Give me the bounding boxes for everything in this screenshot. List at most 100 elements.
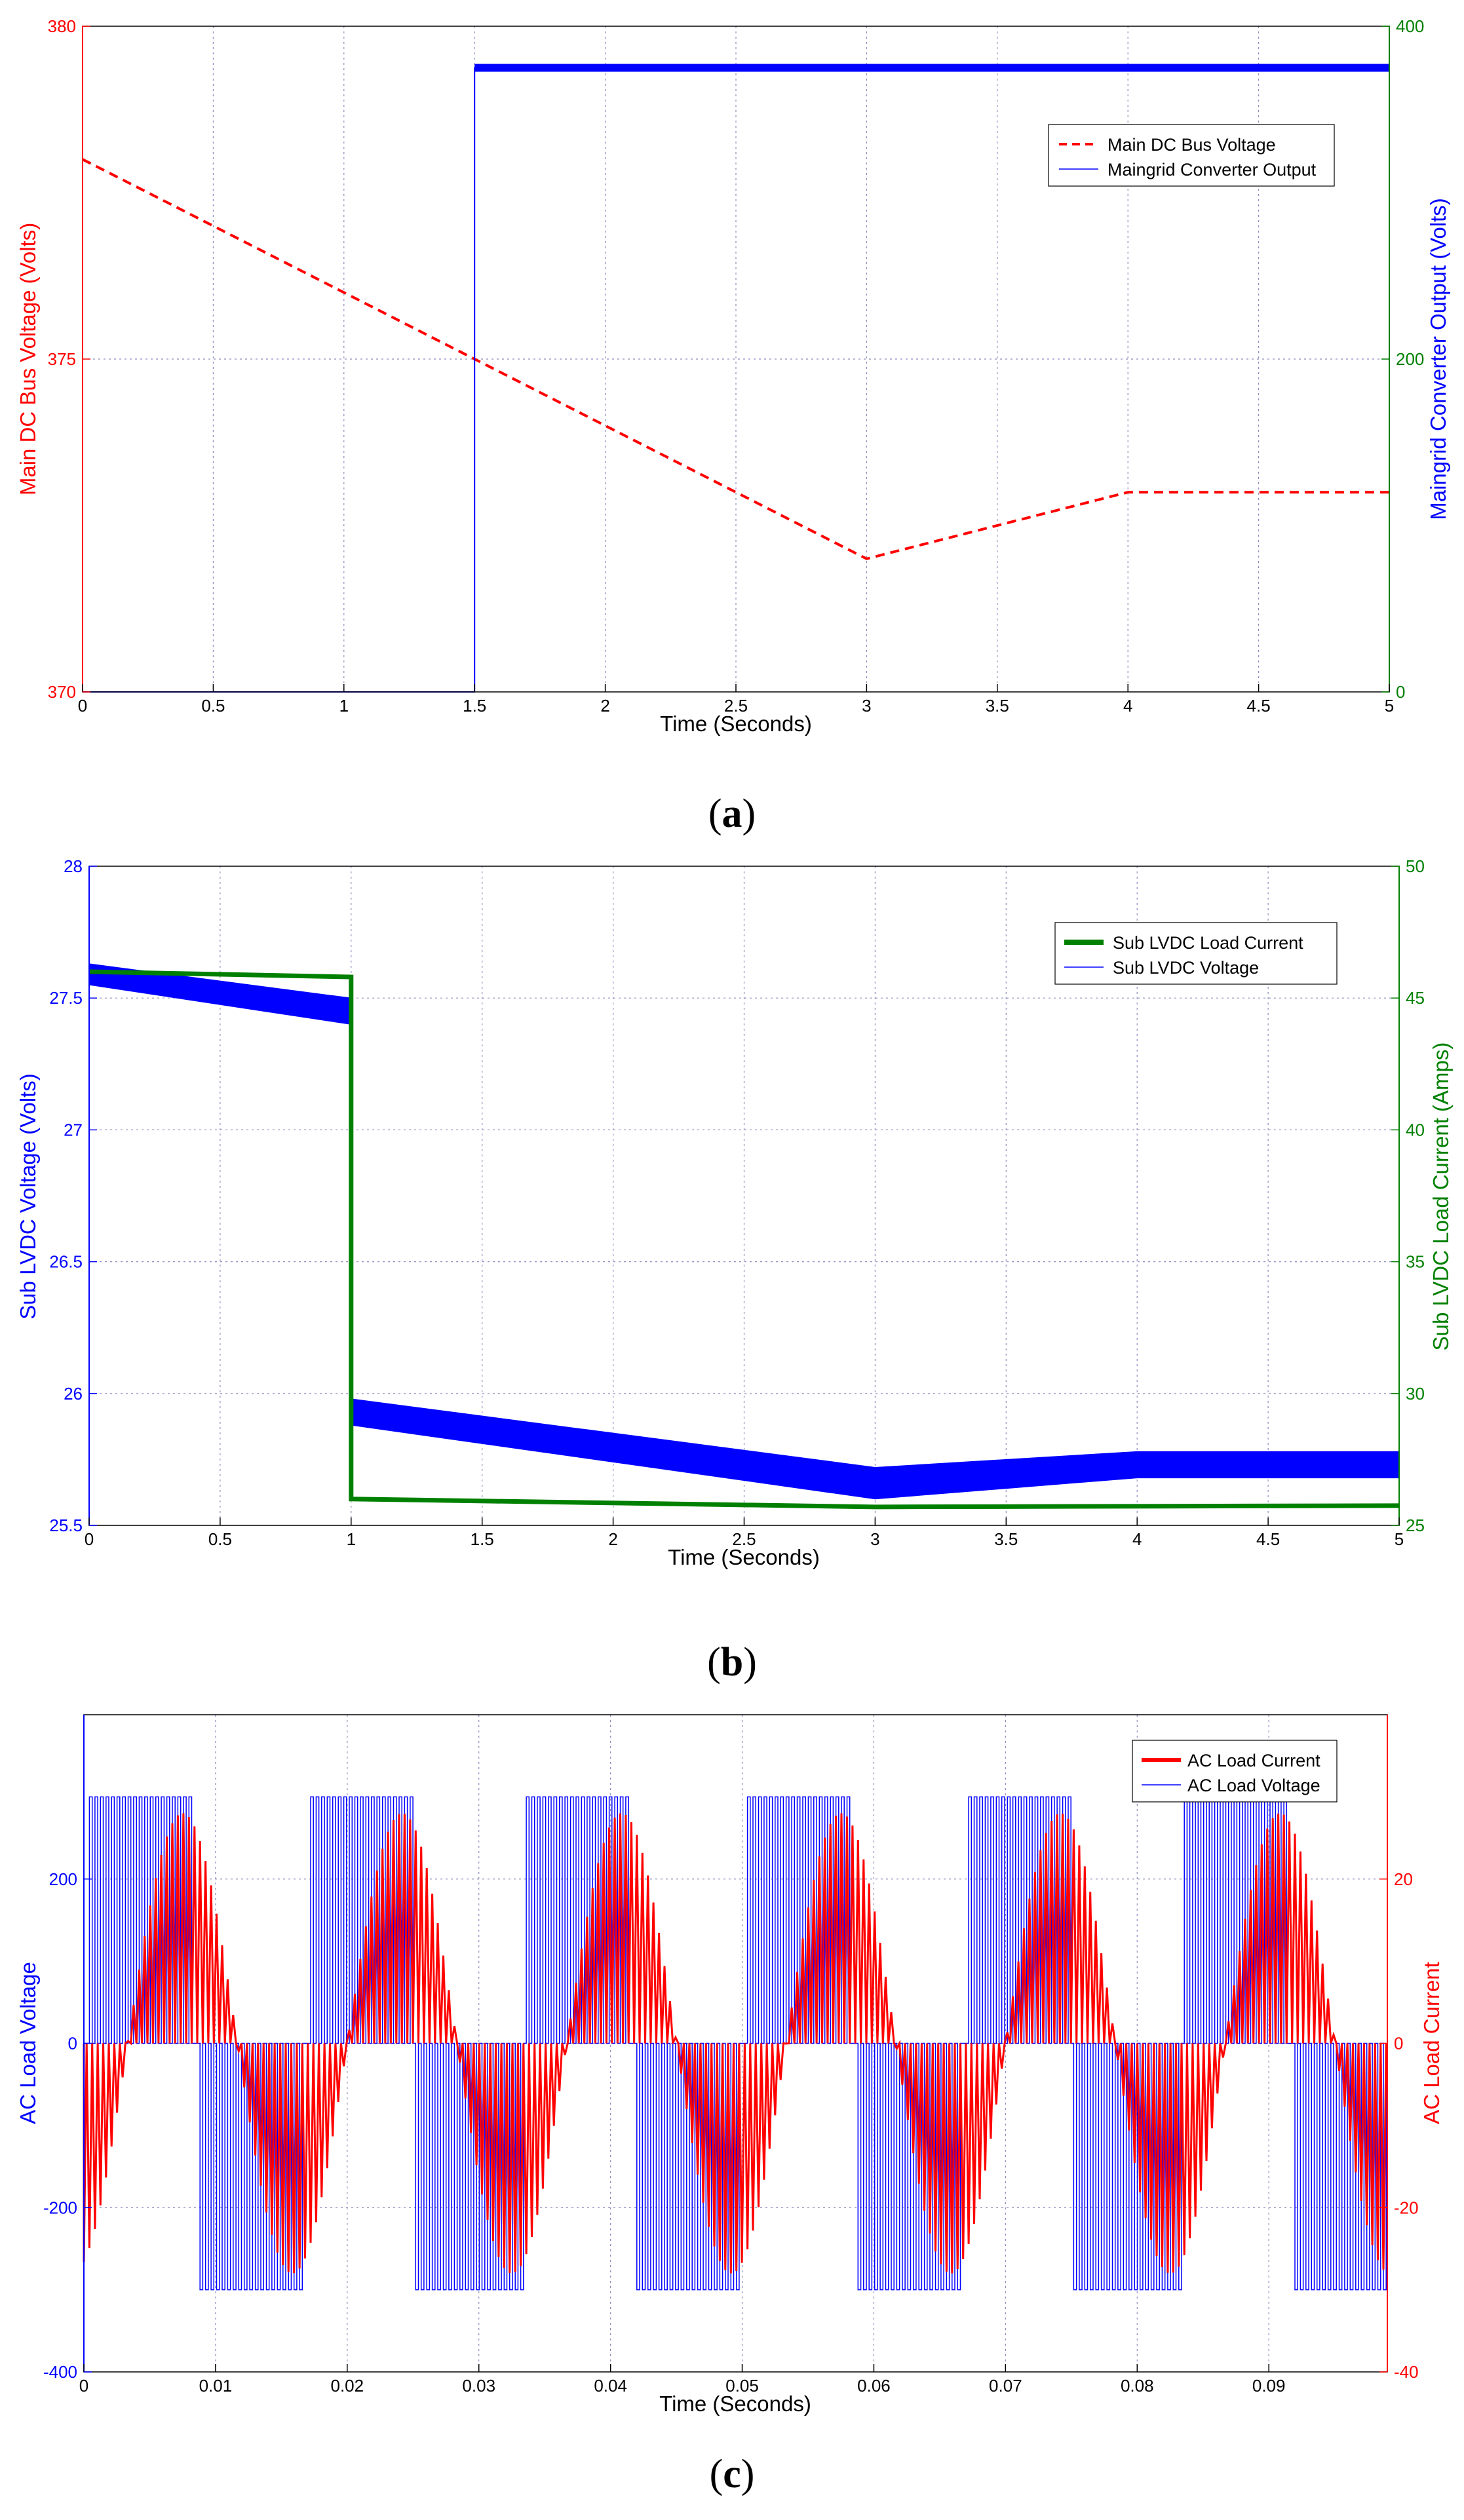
panel-a-right-tick-label: 400 bbox=[1396, 16, 1424, 36]
panel-a-x-tick-label: 1 bbox=[339, 696, 349, 716]
panel-b-legend-label-voltage: Sub LVDC Voltage bbox=[1113, 958, 1259, 978]
panel-c-right-tick-label: -40 bbox=[1394, 2362, 1419, 2382]
panel-c-x-tick-label: 0.09 bbox=[1252, 2376, 1286, 2396]
panel-a-legend: Main DC Bus Voltage Maingrid Converter O… bbox=[1048, 124, 1335, 187]
panel-a-x-tick-label: 2 bbox=[600, 696, 609, 716]
panel-c-x-tick-label: 0.04 bbox=[594, 2376, 627, 2396]
panel-c-right-y-label: AC Load Current bbox=[1419, 1962, 1444, 2124]
panel-c-legend-label-voltage: AC Load Voltage bbox=[1187, 1776, 1320, 1795]
panel-b-right-tick-label: 40 bbox=[1406, 1120, 1425, 1139]
panel-a-x-tick-label: 3 bbox=[862, 696, 871, 716]
panel-b-x-label: Time (Seconds) bbox=[668, 1545, 820, 1569]
panel-b-right-tick-label: 30 bbox=[1406, 1384, 1425, 1403]
panel-c-left-tick-label: 200 bbox=[49, 1869, 77, 1889]
panel-b-left-tick-label: 26 bbox=[64, 1384, 83, 1403]
panel-b: 0 0.5 1 1.5 2 2.5 3 3.5 4 4.5 5 25.5 26 26.5 27 27.5 28… bbox=[16, 856, 1453, 1685]
panel-c-x-ticks: 0 0.01 0.02 0.03 0.04 0.05 0.06 0.07 0.08 0.09 bbox=[79, 2364, 1286, 2396]
panel-b-left-tick-label: 27 bbox=[64, 1120, 83, 1139]
panel-b-right-y-label: Sub LVDC Load Current (Amps) bbox=[1429, 1042, 1453, 1351]
panel-a-x-tick-label: 4 bbox=[1123, 696, 1132, 716]
panel-b-x-tick-label: 1 bbox=[347, 1529, 356, 1549]
panel-a-legend-label-converter: Maingrid Converter Output bbox=[1108, 160, 1317, 180]
panel-a-right-tick-label: 0 bbox=[1396, 682, 1405, 702]
panel-c-series-ac-load-voltage bbox=[84, 1796, 1387, 2291]
panel-a-left-tick-label: 375 bbox=[48, 349, 76, 369]
panel-c-series-ac-load-current bbox=[83, 1813, 1387, 2274]
panel-b-grid bbox=[88, 866, 1400, 1525]
panel-c-legend-label-current: AC Load Current bbox=[1187, 1751, 1320, 1770]
panel-b-x-ticks: 0 0.5 1 1.5 2 2.5 3 3.5 4 4.5 5 bbox=[85, 1518, 1404, 1549]
panel-c-left-tick-label: -400 bbox=[43, 2362, 77, 2382]
panel-b-legend-box bbox=[1054, 922, 1338, 985]
panel-a-x-tick-label: 1.5 bbox=[463, 696, 486, 716]
panel-b-left-tick-label: 28 bbox=[64, 856, 83, 876]
panel-b-right-tick-label: 35 bbox=[1406, 1252, 1425, 1272]
panel-c-right-tick-label: -20 bbox=[1394, 2198, 1419, 2217]
panel-a-right-ticks: 0 200 400 bbox=[1381, 16, 1424, 702]
panel-a-left-ticks: 370 375 380 bbox=[48, 16, 90, 702]
panel-b-right-tick-label: 50 bbox=[1406, 856, 1425, 876]
panel-c-legend-box bbox=[1132, 1740, 1338, 1803]
panel-c-right-tick-label: 20 bbox=[1394, 1869, 1413, 1889]
panel-a-caption: (a) bbox=[708, 792, 756, 836]
panel-b-x-tick-label: 4.5 bbox=[1256, 1529, 1280, 1549]
panel-b-x-tick-label: 3 bbox=[870, 1529, 879, 1549]
panel-c-caption: (c) bbox=[710, 2452, 755, 2496]
panel-b-x-tick-label: 0 bbox=[85, 1529, 94, 1549]
panel-b-legend-label-current: Sub LVDC Load Current bbox=[1113, 933, 1303, 953]
panel-c-left-tick-label: -200 bbox=[43, 2198, 77, 2217]
panel-b-x-tick-label: 2 bbox=[608, 1529, 617, 1549]
panel-c-x-tick-label: 0.07 bbox=[989, 2376, 1022, 2396]
panel-b-caption: (b) bbox=[707, 1640, 757, 1685]
panel-b-x-tick-label: 2.5 bbox=[732, 1529, 756, 1549]
panel-a-legend-label-dc-bus: Main DC Bus Voltage bbox=[1108, 135, 1276, 155]
panel-b-right-ticks: 25 30 35 40 45 50 bbox=[1391, 856, 1425, 1535]
panel-c-left-y-label: AC Load Voltage bbox=[16, 1962, 40, 2124]
panel-b-left-tick-label: 25.5 bbox=[49, 1516, 83, 1535]
panel-c-left-ticks: -400 -200 0 200 bbox=[43, 1869, 92, 2382]
panel-a-left-tick-label: 370 bbox=[48, 682, 76, 702]
panel-c-left-tick-label: 0 bbox=[68, 2034, 77, 2053]
panel-a-legend-box bbox=[1048, 124, 1335, 187]
panel-c-right-ticks: -40 -20 0 20 bbox=[1379, 1869, 1419, 2382]
panel-b-x-tick-label: 1.5 bbox=[471, 1529, 494, 1549]
panel-a-left-tick-label: 380 bbox=[48, 16, 76, 36]
panel-c-x-label: Time (Seconds) bbox=[659, 2392, 811, 2416]
panel-b-x-tick-label: 4 bbox=[1132, 1529, 1142, 1549]
panel-a-x-tick-label: 4.5 bbox=[1247, 696, 1271, 716]
panel-c-x-tick-label: 0.08 bbox=[1121, 2376, 1154, 2396]
panel-a-x-tick-label: 0 bbox=[78, 696, 87, 716]
panel-a-x-ticks: 0 0.5 1 1.5 2 2.5 3 3.5 4 4.5 5 bbox=[78, 684, 1394, 716]
panel-c-x-tick-label: 0.02 bbox=[331, 2376, 364, 2396]
panel-b-x-tick-label: 3.5 bbox=[994, 1529, 1018, 1549]
panel-c-x-tick-label: 0.06 bbox=[857, 2376, 891, 2396]
panel-c-legend: AC Load Current AC Load Voltage bbox=[1132, 1740, 1338, 1803]
panel-a-x-tick-label: 0.5 bbox=[201, 696, 225, 716]
panel-c-x-tick-label: 0.01 bbox=[199, 2376, 233, 2396]
panel-a-right-y-label: Maingrid Converter Output (Volts) bbox=[1426, 198, 1450, 520]
panel-a-x-label: Time (Seconds) bbox=[660, 712, 812, 736]
panel-c: 0 0.01 0.02 0.03 0.04 0.05 0.06 0.07 0.08 0.09 -4… bbox=[16, 1714, 1444, 2496]
panel-b-left-tick-label: 26.5 bbox=[49, 1252, 83, 1272]
panel-b-x-tick-label: 0.5 bbox=[208, 1529, 232, 1549]
panel-b-series-sub-lvdc-load-current bbox=[88, 969, 1400, 1510]
panel-c-right-tick-label: 0 bbox=[1394, 2034, 1403, 2053]
panel-a-right-tick-label: 200 bbox=[1396, 349, 1424, 369]
panel-a-left-y-label: Main DC Bus Voltage (Volts) bbox=[16, 223, 40, 495]
panel-a-x-tick-label: 2.5 bbox=[724, 696, 748, 716]
panel-b-left-tick-label: 27.5 bbox=[49, 988, 83, 1008]
panel-b-left-ticks: 25.5 26 26.5 27 27.5 28 bbox=[49, 856, 97, 1535]
panel-b-left-y-label: Sub LVDC Voltage (Volts) bbox=[16, 1073, 40, 1319]
panel-c-x-tick-label: 0 bbox=[79, 2376, 88, 2396]
panel-a-x-tick-label: 3.5 bbox=[986, 696, 1009, 716]
panel-c-x-tick-label: 0.05 bbox=[725, 2376, 759, 2396]
panel-b-x-tick-label: 5 bbox=[1395, 1529, 1404, 1549]
panel-c-x-tick-label: 0.03 bbox=[462, 2376, 495, 2396]
panel-b-legend: Sub LVDC Load Current Sub LVDC Voltage bbox=[1054, 922, 1338, 985]
panel-b-right-tick-label: 45 bbox=[1406, 988, 1425, 1008]
panel-a-x-tick-label: 5 bbox=[1385, 696, 1394, 716]
panel-b-right-tick-label: 25 bbox=[1406, 1516, 1425, 1535]
panel-c-series bbox=[83, 1796, 1387, 2291]
